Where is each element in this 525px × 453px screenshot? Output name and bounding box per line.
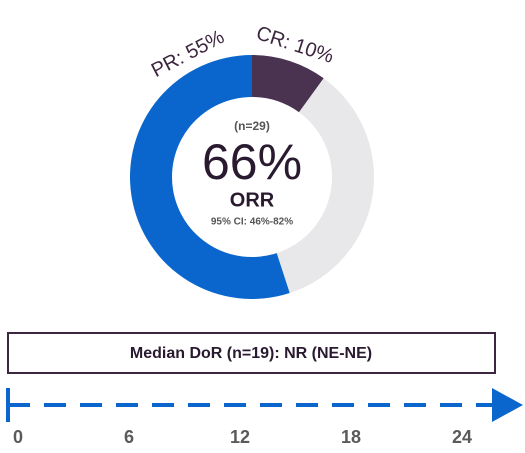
donut-segment: [276, 78, 374, 294]
center-label: ORR: [230, 189, 275, 211]
center-label: 66%: [202, 134, 302, 190]
dor-label: Median DoR (n=19): NR (NE-NE): [130, 345, 372, 362]
x-tick-label: 18: [341, 427, 361, 447]
center-label: (n=29): [234, 119, 270, 133]
x-tick-label: 12: [230, 427, 250, 447]
donut-segment: [130, 55, 290, 299]
axis-arrow: [492, 388, 523, 422]
x-tick-label: 6: [124, 427, 134, 447]
x-tick-label: 24: [452, 427, 472, 447]
dor-box: [7, 332, 496, 374]
center-label: 95% CI: 46%-82%: [211, 217, 293, 228]
x-tick-label: 0: [13, 427, 23, 447]
donut-segment: [252, 55, 324, 113]
